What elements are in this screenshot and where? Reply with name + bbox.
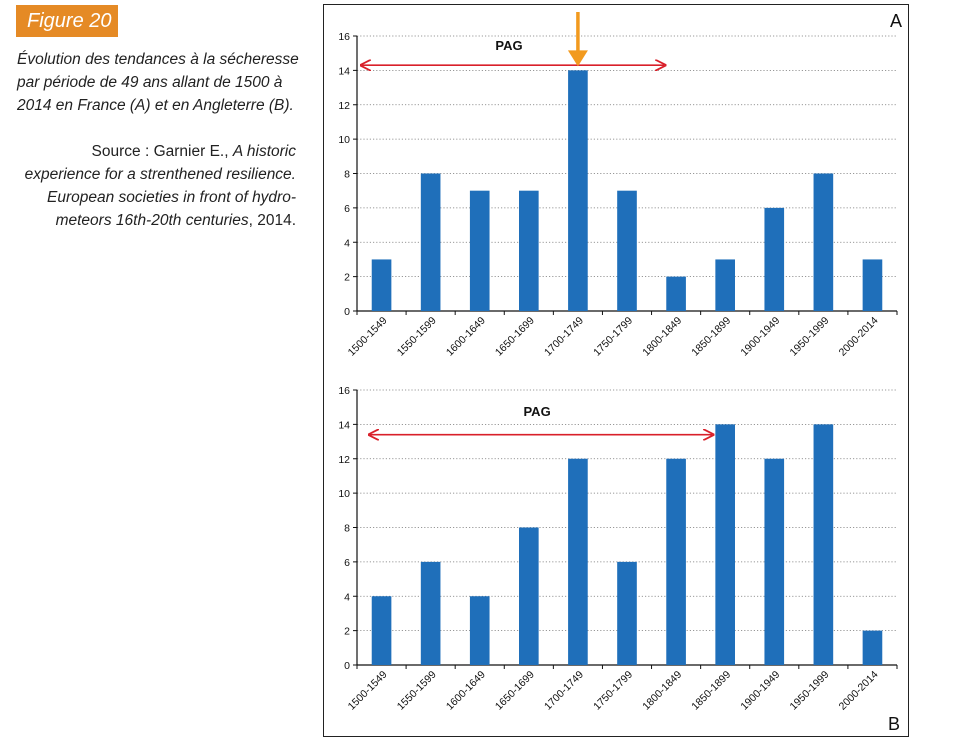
x-tick-label: 1900-1949: [738, 669, 782, 713]
y-tick-label: 12: [338, 100, 350, 112]
bar-1750-1799: [617, 561, 637, 665]
x-tick-label: 1550-1599: [395, 315, 439, 359]
figure-badge: Figure 20: [16, 5, 118, 37]
highlight-arrow-head: [567, 50, 588, 67]
x-tick-label: 1700-1749: [542, 315, 586, 359]
y-tick-label: 2: [344, 626, 350, 638]
bar-1650-1699: [519, 527, 539, 665]
bar-1600-1649: [469, 190, 490, 311]
y-tick-label: 6: [344, 557, 350, 569]
panel-letter: A: [890, 11, 902, 31]
y-tick-label: 4: [344, 237, 350, 249]
x-tick-label: 1500-1549: [346, 315, 390, 359]
x-tick-label: 2000-2014: [837, 315, 881, 359]
panel-letter: B: [888, 714, 900, 734]
chart-panel-a: 0 2 4 6 8 10 12 14 16 1500-1549 1550-1599 1600-1649…: [338, 11, 902, 359]
x-tick-label: 1750-1799: [591, 315, 635, 359]
x-tick-label: 2000-2014: [837, 669, 881, 713]
x-tick-label: 1850-1899: [689, 669, 733, 713]
y-tick-label: 14: [338, 419, 350, 431]
y-tick-label: 8: [344, 523, 350, 535]
bar-1500-1549: [371, 596, 392, 665]
source-prefix: Source : Garnier E.,: [91, 143, 233, 160]
x-tick-label: 1950-1999: [787, 669, 831, 713]
bar-1550-1599: [420, 173, 441, 311]
bar-1500-1549: [371, 259, 392, 311]
figure-source: Source : Garnier E., A historic experien…: [17, 140, 296, 232]
y-tick-label: 0: [344, 660, 350, 672]
y-tick-label: 16: [338, 385, 350, 397]
bar-1950-1999: [813, 173, 834, 311]
bar-1900-1949: [764, 458, 785, 665]
source-suffix: , 2014.: [248, 212, 296, 229]
bar-1550-1599: [420, 561, 441, 665]
y-tick-label: 0: [344, 306, 350, 318]
y-tick-label: 14: [338, 65, 350, 77]
bar-1800-1849: [666, 458, 686, 665]
bar-1850-1899: [715, 424, 735, 665]
y-tick-label: 2: [344, 272, 350, 284]
bar-1800-1849: [666, 276, 686, 311]
bar-1650-1699: [519, 190, 539, 311]
bar-1700-1749: [568, 70, 588, 311]
bar-1700-1749: [568, 458, 588, 665]
x-tick-label: 1500-1549: [346, 669, 390, 713]
x-tick-label: 1650-1699: [493, 315, 537, 359]
pag-label: PAG: [495, 38, 522, 53]
y-tick-label: 4: [344, 591, 350, 603]
y-tick-label: 16: [338, 31, 350, 43]
chart-panel-b: 0 2 4 6 8 10 12 14 16 1500-1549 1550-1599 1600-1649…: [338, 385, 900, 734]
y-tick-label: 8: [344, 169, 350, 181]
bar-1900-1949: [764, 207, 785, 311]
x-tick-label: 1900-1949: [738, 315, 782, 359]
x-tick-label: 1950-1999: [787, 315, 831, 359]
y-tick-label: 10: [338, 488, 350, 500]
chart-frame: [323, 4, 909, 737]
bar-1750-1799: [617, 190, 637, 311]
x-tick-label: 1800-1849: [640, 669, 684, 713]
x-tick-label: 1550-1599: [395, 669, 439, 713]
bar-1600-1649: [469, 596, 490, 665]
bar-2000-2014: [862, 630, 883, 665]
figure-caption: Évolution des tendances à la sécheresse …: [17, 51, 299, 114]
x-tick-label: 1700-1749: [542, 669, 586, 713]
x-tick-label: 1750-1799: [591, 669, 635, 713]
pag-label: PAG: [523, 404, 550, 419]
bar-2000-2014: [862, 259, 883, 311]
x-tick-label: 1600-1649: [444, 669, 488, 713]
bar-1850-1899: [715, 259, 735, 311]
x-tick-label: 1650-1699: [493, 669, 537, 713]
y-tick-label: 10: [338, 134, 350, 146]
source-title: A historic experience for a strenthened …: [24, 143, 296, 229]
x-tick-label: 1600-1649: [444, 315, 488, 359]
bar-1950-1999: [813, 424, 834, 665]
x-tick-label: 1800-1849: [640, 315, 684, 359]
x-tick-label: 1850-1899: [689, 315, 733, 359]
y-tick-label: 12: [338, 454, 350, 466]
y-tick-label: 6: [344, 203, 350, 215]
